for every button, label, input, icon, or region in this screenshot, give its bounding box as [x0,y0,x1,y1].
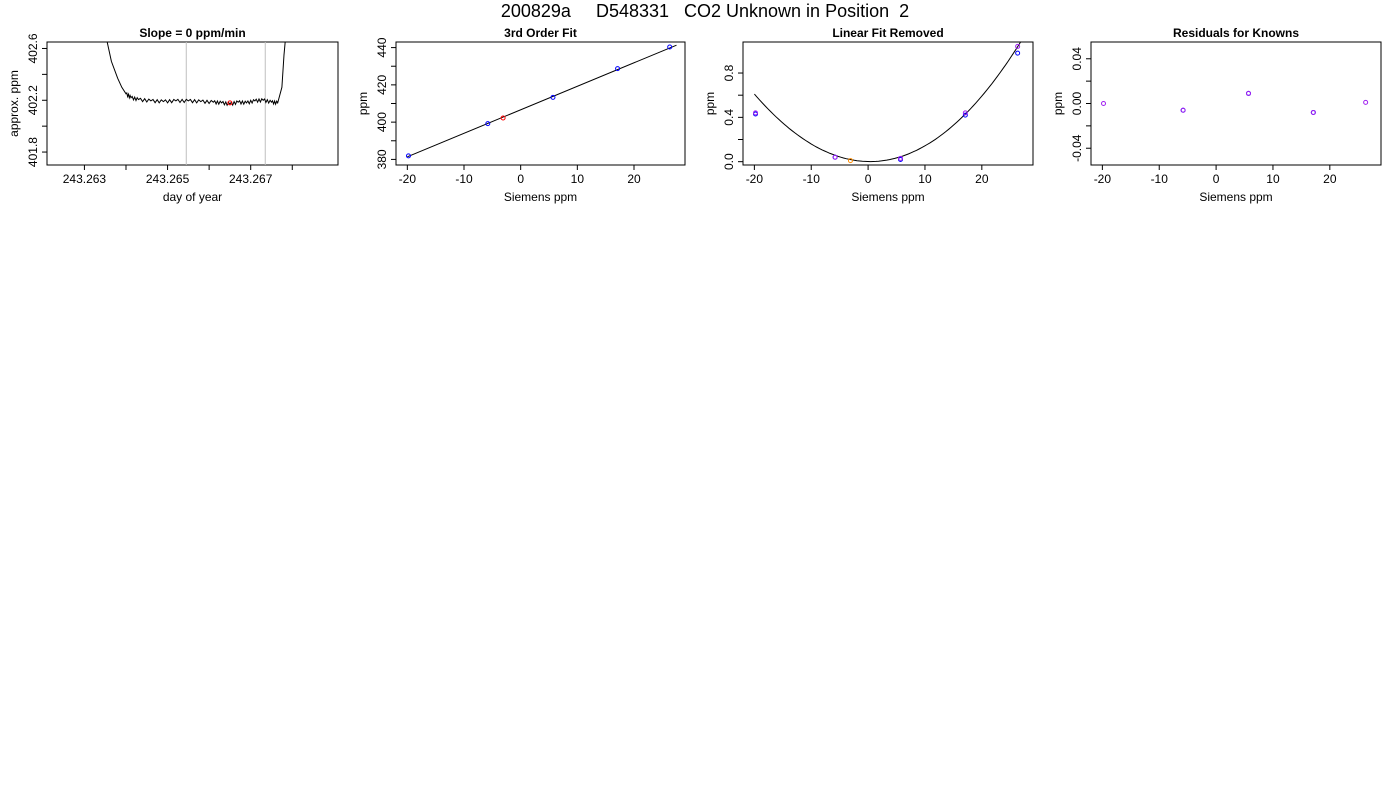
x-axis-label: Siemens ppm [504,190,577,204]
y-axis-label: approx. ppm [7,70,21,137]
x-tick-label: 243.263 [63,172,107,186]
x-tick-label: 10 [1266,172,1280,186]
x-tick-label: 0 [1213,172,1220,186]
fit-line [407,44,677,158]
y-axis-label: ppm [703,92,717,115]
x-tick-label: 0 [865,172,872,186]
known-point [667,44,673,50]
known_alt-point [1180,107,1186,113]
known-point [550,94,556,100]
chart-title: 3rd Order Fit [504,26,577,40]
known_alt-point [832,154,838,160]
y-tick-label: 402.6 [26,33,40,63]
x-axis-label: Siemens ppm [1199,190,1272,204]
page-title: 200829a D548331 CO2 Unknown in Position … [500,1,910,21]
chart-panel-1: Slope = 0 ppm/min 243.263 243.265 243.267 da… [7,26,339,204]
y-axis-label: ppm [356,92,370,115]
x-tick-label: 20 [627,172,641,186]
chart-panel-2: 3rd Order Fit -20 -10 0 10 20 Siemens ppm 380 40… [356,26,686,204]
x-tick-label: -10 [803,172,821,186]
unknown-point [500,115,506,121]
known-point [1015,50,1021,56]
x-tick-label: 10 [571,172,585,186]
concentration-trace [106,42,286,107]
plot-frame [46,41,339,166]
known-point [485,121,491,127]
plot-frame [1090,41,1382,166]
plot-frame [742,41,1034,166]
y-tick-label: 420 [375,75,389,95]
y-tick-label: 401.8 [26,137,40,167]
y-tick-label: 0.0 [722,153,736,170]
x-tick-label: 10 [918,172,932,186]
x-tick-label: 20 [975,172,989,186]
y-tick-label: 0.00 [1070,91,1084,115]
fit-curve [754,42,1022,163]
y-tick-label: 0.04 [1070,47,1084,71]
unknown-point [227,100,233,106]
x-tick-label: -20 [1094,172,1112,186]
chart-panel-4: Residuals for Knowns -20 -10 0 10 20 Siemens p… [1051,26,1382,204]
x-tick-label: -20 [746,172,764,186]
x-tick-label: -20 [399,172,417,186]
y-tick-label: 380 [375,149,389,169]
y-tick-label: -0.04 [1070,134,1084,162]
unknown_alt-point [847,158,853,164]
x-tick-label: 243.267 [229,172,273,186]
known_alt-point [1101,101,1107,106]
y-tick-label: 402.2 [26,85,40,115]
known_alt-point [962,110,968,116]
known-point [405,153,411,159]
y-tick-label: 0.8 [722,64,736,81]
x-tick-label: -10 [1151,172,1169,186]
plot-data [753,42,1022,164]
known_alt-point [898,155,904,161]
known_alt-point [753,110,759,116]
plot-data [1101,90,1369,115]
chart-panel-3: Linear Fit Removed -20 -10 0 10 20 Siemens ppm… [703,26,1034,204]
known_alt-point [1310,109,1316,115]
plot-data [405,44,677,159]
known_alt-point [1246,90,1252,96]
x-axis-label: Siemens ppm [851,190,924,204]
plot-frame [395,41,686,166]
y-tick-label: 400 [375,112,389,132]
y-tick-label: 0.4 [722,109,736,126]
known_alt-point [1363,99,1369,105]
x-axis-label: day of year [163,190,222,204]
known_alt-point [1015,43,1021,49]
x-tick-label: 0 [517,172,524,186]
x-tick-label: 243.265 [146,172,190,186]
x-tick-label: -10 [455,172,473,186]
x-tick-label: 20 [1323,172,1337,186]
chart-title: Linear Fit Removed [832,26,943,40]
chart-title: Residuals for Knowns [1173,26,1299,40]
known-point [615,66,621,72]
chart-title: Slope = 0 ppm/min [139,26,245,40]
known-point [962,112,968,118]
plot-data [106,42,286,165]
y-axis-label: ppm [1051,92,1065,115]
y-tick-label: 440 [375,37,389,57]
